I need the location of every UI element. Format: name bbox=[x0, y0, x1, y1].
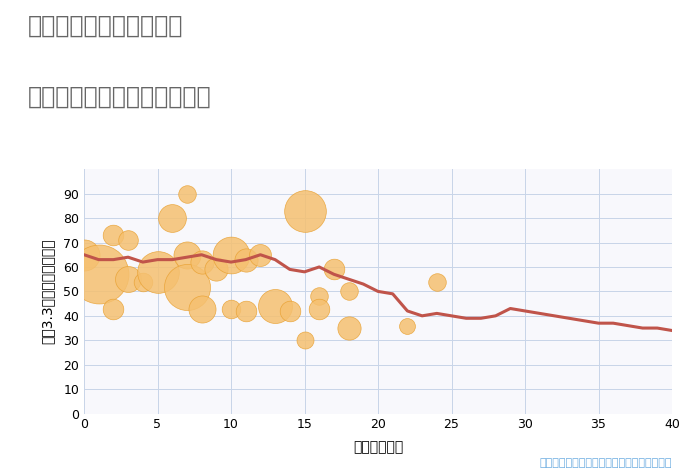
Point bbox=[211, 266, 222, 273]
Point bbox=[181, 283, 193, 290]
Point bbox=[402, 322, 413, 329]
Point bbox=[93, 271, 104, 278]
Point bbox=[343, 324, 354, 332]
Point bbox=[108, 231, 119, 239]
Point bbox=[225, 251, 237, 258]
Point bbox=[431, 278, 442, 285]
Point bbox=[122, 236, 134, 244]
Point bbox=[284, 307, 295, 315]
Point bbox=[270, 302, 281, 310]
Point bbox=[299, 337, 310, 344]
Text: 築年数別中古マンション価格: 築年数別中古マンション価格 bbox=[28, 85, 211, 109]
Point bbox=[152, 268, 163, 275]
Point bbox=[314, 292, 325, 300]
Point bbox=[225, 305, 237, 312]
Point bbox=[343, 288, 354, 295]
Point bbox=[196, 305, 207, 312]
Point bbox=[240, 256, 251, 263]
Point bbox=[299, 207, 310, 214]
Point bbox=[122, 275, 134, 283]
Text: 円の大きさは、取引のあった物件面積を示す: 円の大きさは、取引のあった物件面積を示す bbox=[540, 458, 672, 468]
Point bbox=[181, 190, 193, 197]
Point bbox=[255, 251, 266, 258]
Point bbox=[78, 251, 90, 258]
Point bbox=[240, 307, 251, 315]
Point bbox=[196, 258, 207, 266]
Point bbox=[328, 266, 339, 273]
Point bbox=[137, 278, 148, 285]
Point bbox=[167, 214, 178, 222]
Point bbox=[314, 305, 325, 312]
Text: 三重県松阪市御麻生薗町: 三重県松阪市御麻生薗町 bbox=[28, 14, 183, 38]
Y-axis label: 坪（3.3㎡）単価（万円）: 坪（3.3㎡）単価（万円） bbox=[41, 239, 55, 344]
Point bbox=[181, 251, 193, 258]
Point bbox=[108, 305, 119, 312]
X-axis label: 築年数（年）: 築年数（年） bbox=[353, 440, 403, 454]
